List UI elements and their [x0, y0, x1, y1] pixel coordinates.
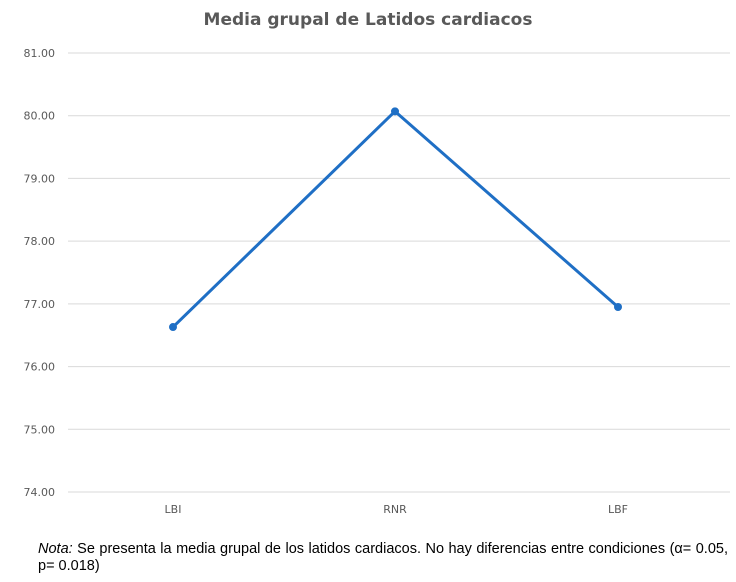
- y-tick-label: 76.00: [24, 361, 56, 374]
- y-axis-ticks: 74.00 75.00 76.00 77.00 78.00 79.00 80.00 81.00: [24, 47, 56, 499]
- note-text: Se presenta la media grupal de los latid…: [38, 541, 728, 574]
- data-point: [614, 302, 622, 311]
- data-point: [391, 107, 399, 116]
- chart-title: Media grupal de Latidos cardiacos: [203, 10, 533, 30]
- series-line: [171, 109, 620, 329]
- y-tick-label: 80.00: [24, 110, 56, 123]
- x-axis-ticks: LBI RNR LBF: [165, 503, 628, 516]
- series-layer: [169, 107, 622, 332]
- y-tick-label: 75.00: [24, 423, 56, 436]
- gridlines: [68, 52, 730, 493]
- figure-note: Nota: Se presenta la media grupal de los…: [38, 541, 728, 575]
- line-chart: 74.00 75.00 76.00 77.00 78.00 79.00 80.00 81.00…: [24, 47, 730, 516]
- x-tick-label: LBF: [608, 503, 628, 516]
- note-label: Nota:: [38, 541, 73, 557]
- x-tick-label: LBI: [165, 503, 182, 516]
- y-tick-label: 79.00: [24, 172, 56, 185]
- y-tick-label: 77.00: [24, 298, 56, 311]
- x-tick-label: RNR: [383, 503, 407, 516]
- y-tick-label: 78.00: [24, 235, 56, 248]
- y-tick-label: 74.00: [24, 486, 56, 499]
- y-tick-label: 81.00: [24, 47, 56, 60]
- data-point: [169, 323, 177, 332]
